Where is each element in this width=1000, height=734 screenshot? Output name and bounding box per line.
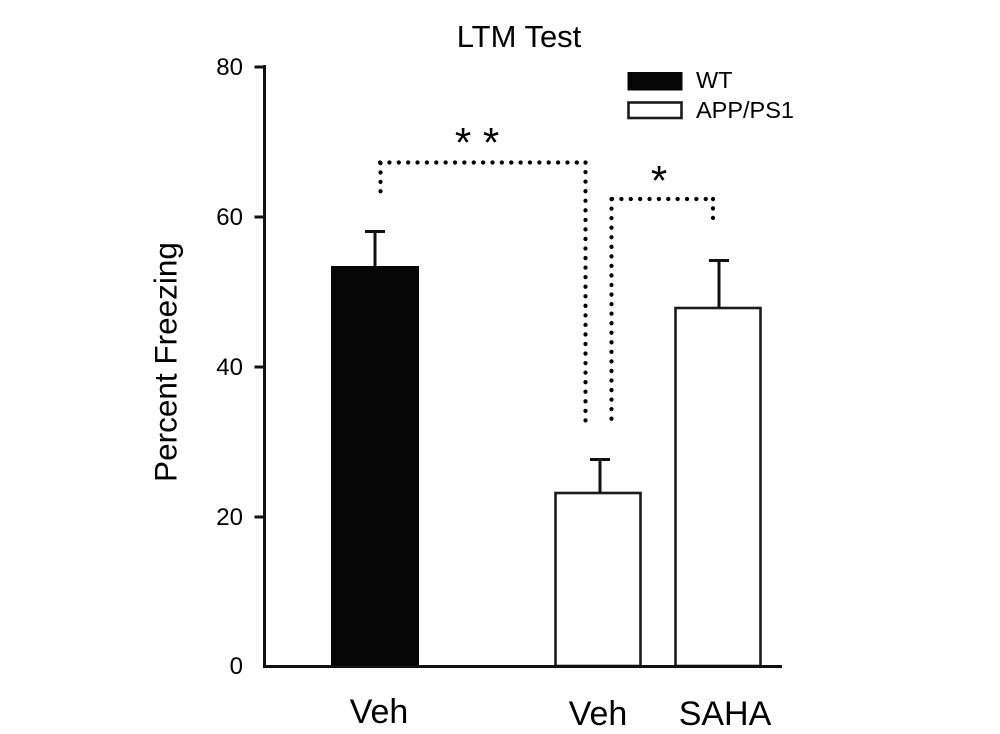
svg-text:60: 60 xyxy=(216,204,243,231)
svg-text:Veh: Veh xyxy=(569,695,628,733)
svg-text:Veh: Veh xyxy=(350,693,409,731)
svg-text:APP/PS1: APP/PS1 xyxy=(696,97,794,123)
svg-text:WT: WT xyxy=(696,67,733,93)
svg-text:40: 40 xyxy=(216,354,243,381)
svg-text:20: 20 xyxy=(216,504,243,531)
svg-text:Percent Freezing: Percent Freezing xyxy=(148,242,184,482)
svg-text:LTM Test: LTM Test xyxy=(457,19,582,54)
svg-text:SAHA: SAHA xyxy=(679,695,772,733)
svg-text:* *: * * xyxy=(455,119,499,166)
svg-text:*: * xyxy=(651,157,667,204)
svg-text:0: 0 xyxy=(230,653,243,680)
svg-text:80: 80 xyxy=(216,54,243,81)
